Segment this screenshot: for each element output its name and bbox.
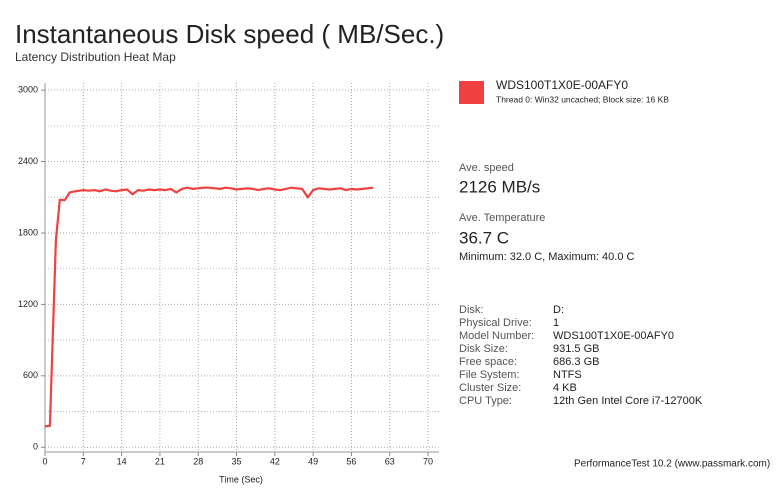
legend-label: WDS100T1X0E-00AFY0	[496, 78, 628, 92]
speed-value: 2126 MB/s	[459, 177, 540, 196]
x-tick-label: 21	[155, 456, 165, 466]
chart-title: Instantaneous Disk speed ( MB/Sec.)	[15, 19, 444, 49]
info-value: 4 KB	[553, 382, 577, 394]
y-tick-label: 0	[33, 442, 38, 452]
info-value: WDS100T1X0E-00AFY0	[553, 330, 674, 342]
speed-label: Ave. speed	[459, 162, 514, 174]
info-value: 12th Gen Intel Core i7-12700K	[553, 395, 703, 407]
x-tick-label: 63	[385, 456, 395, 466]
legend-swatch	[459, 81, 484, 104]
x-tick-label: 0	[42, 456, 47, 466]
x-tick-label: 7	[81, 456, 86, 466]
x-tick-label: 35	[232, 456, 242, 466]
info-label: Free space:	[459, 356, 517, 368]
info-value: 1	[553, 317, 559, 329]
info-value: D:	[553, 304, 564, 316]
info-label: File System:	[459, 369, 520, 381]
chart-subtitle: Latency Distribution Heat Map	[15, 50, 176, 64]
info-label: Model Number:	[459, 330, 534, 342]
info-value: 686.3 GB	[553, 356, 599, 368]
info-label: Physical Drive:	[459, 317, 532, 329]
x-axis-label: Time (Sec)	[219, 474, 263, 484]
temp-value: 36.7 C	[459, 228, 509, 247]
y-tick-label: 600	[23, 370, 38, 380]
x-tick-label: 42	[270, 456, 280, 466]
legend-detail: Thread 0: Win32 uncached; Block size: 16…	[496, 94, 669, 104]
y-tick-label: 1800	[18, 227, 38, 237]
x-tick-label: 28	[193, 456, 203, 466]
x-tick-label: 14	[117, 456, 127, 466]
info-label: Disk Size:	[459, 343, 508, 355]
y-tick-label: 1200	[18, 299, 38, 309]
y-tick-label: 2400	[18, 156, 38, 166]
info-value: NTFS	[553, 369, 582, 381]
info-label: Disk:	[459, 304, 483, 316]
y-tick-label: 3000	[18, 85, 38, 95]
x-tick-label: 56	[346, 456, 356, 466]
info-label: CPU Type:	[459, 395, 512, 407]
x-tick-label: 70	[423, 456, 433, 466]
info-label: Cluster Size:	[459, 382, 521, 394]
x-tick-label: 49	[308, 456, 318, 466]
temp-label: Ave. Temperature	[459, 212, 545, 224]
info-value: 931.5 GB	[553, 343, 599, 355]
series-line	[44, 186, 374, 428]
temp-range: Minimum: 32.0 C, Maximum: 40.0 C	[459, 251, 634, 263]
footer: PerformanceTest 10.2 (www.passmark.com)	[574, 459, 770, 470]
